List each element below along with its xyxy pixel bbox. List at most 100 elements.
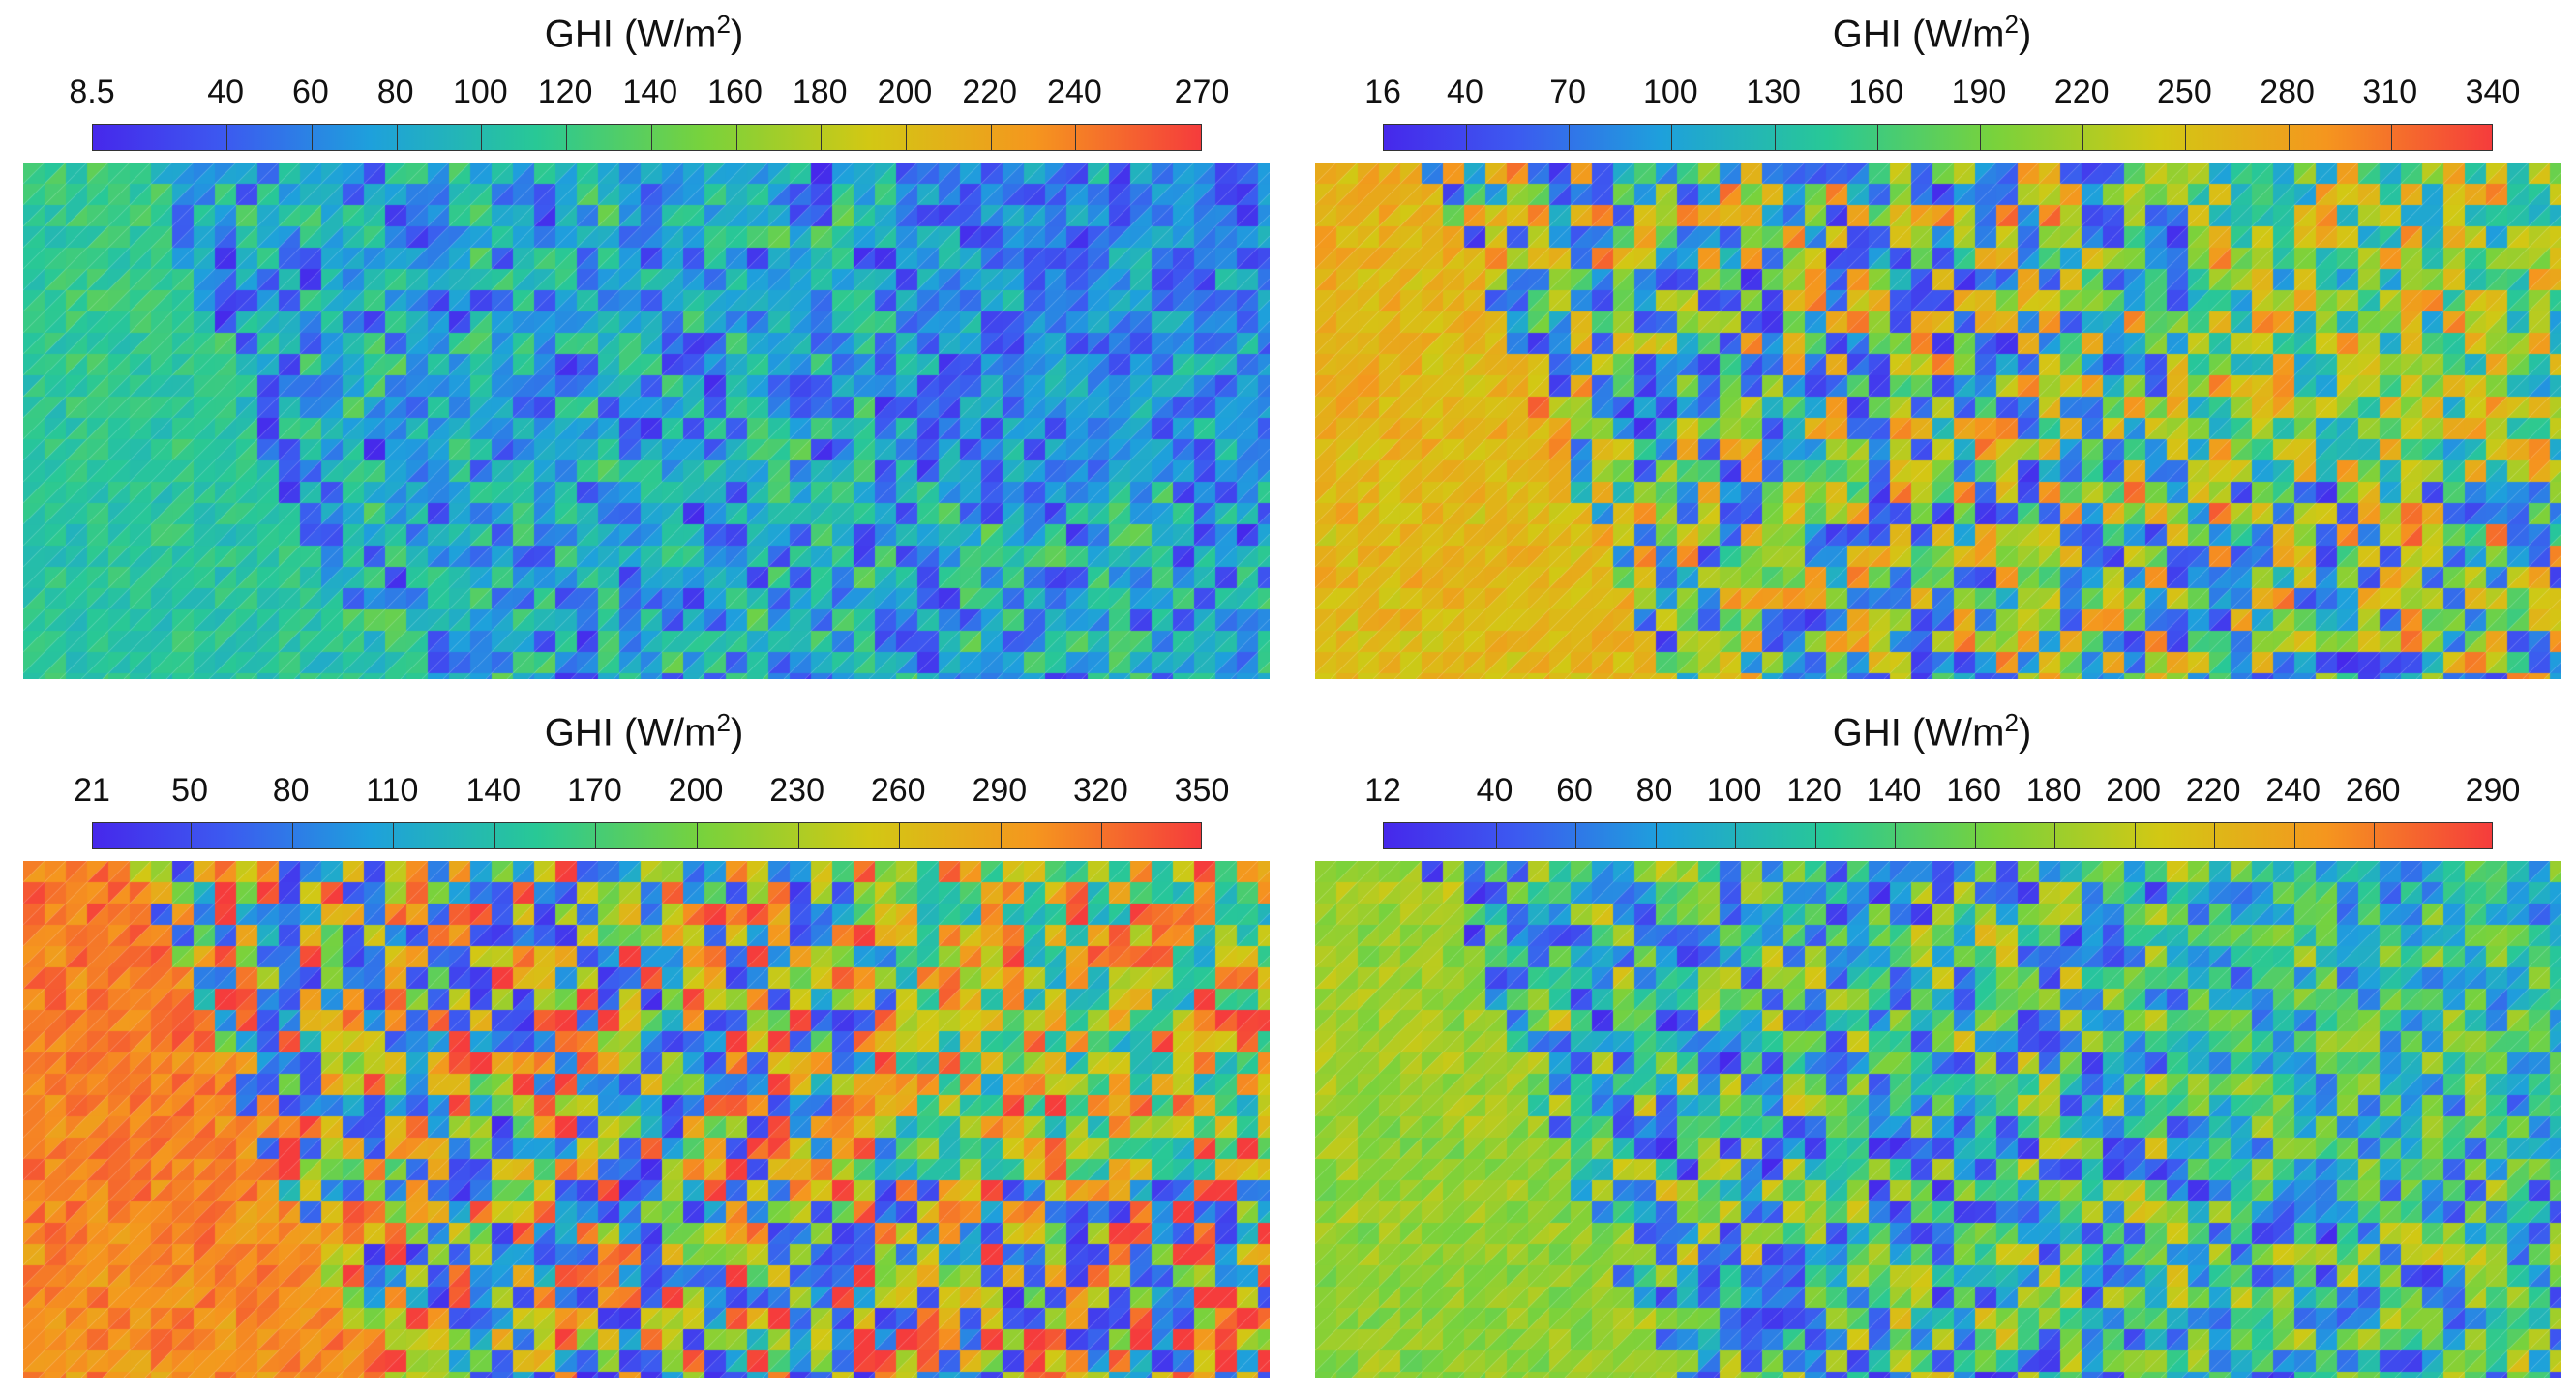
colorbar-tick-mark — [1876, 125, 1878, 150]
colorbar-tick-mark — [2214, 823, 2216, 848]
colorbar-tick-label: 40 — [1447, 74, 1483, 110]
colorbar — [1383, 124, 2493, 151]
colorbar-title-end: ) — [2018, 13, 2032, 56]
colorbar-title-text: GHI (W/m — [1832, 13, 2005, 56]
colorbar-title-sup: 2 — [2004, 708, 2019, 737]
colorbar-title-end: ) — [2018, 711, 2032, 755]
colorbar-tick-labels: 12 40 60 80 100 120 140 160 180 200 220 240 260 290 — [1364, 772, 2520, 811]
colorbar-tick-mark — [2293, 823, 2295, 848]
colorbar-tick-label: 80 — [272, 772, 310, 809]
colorbar — [1383, 822, 2493, 849]
colorbar-tick-mark — [1575, 823, 1577, 848]
colorbar-tick-mark — [2082, 125, 2084, 150]
colorbar-tick-labels: 21 50 80 110 140 170 200 230 260 290 320 350 — [74, 772, 1229, 811]
colorbar-tick-mark — [1075, 125, 1077, 150]
colorbar-title: GHI (W/m2) — [1288, 10, 2576, 56]
ghi-map-image — [1315, 861, 2561, 1378]
colorbar-tick-labels: 16 40 70 100 130 160 190 220 250 280 310 340 — [1364, 74, 2520, 112]
colorbar-tick-label: 80 — [1635, 772, 1673, 809]
colorbar-tick-mark — [1000, 823, 1002, 848]
colorbar-title-text: GHI (W/m — [544, 711, 717, 755]
colorbar-tick-mark — [2134, 823, 2136, 848]
colorbar-tick-label: 50 — [171, 772, 209, 809]
ghi-map-image — [23, 861, 1270, 1378]
colorbar-tick-mark — [1569, 125, 1571, 150]
colorbar-tick-label: 12 — [1364, 772, 1401, 809]
colorbar-tick-label: 140 — [622, 74, 678, 110]
colorbar-tick-label: 16 — [1364, 74, 1401, 110]
colorbar-tick-label: 140 — [1866, 772, 1922, 809]
colorbar-tick-label: 100 — [1706, 772, 1762, 809]
colorbar-tick-label: 8.5 — [69, 74, 115, 110]
colorbar-tick-label: 180 — [792, 74, 848, 110]
colorbar-tick-label: 120 — [1786, 772, 1842, 809]
colorbar-tick-mark — [1774, 125, 1776, 150]
colorbar-tick-mark — [650, 125, 652, 150]
colorbar-tick-label: 220 — [2053, 74, 2110, 110]
colorbar-tick-mark — [905, 125, 907, 150]
colorbar-title-sup: 2 — [716, 708, 731, 737]
ghi-map-image — [1315, 163, 2561, 679]
colorbar-tick-mark — [1101, 823, 1103, 848]
panel-top-right: GHI (W/m2) 16 40 70 100 130 160 190 220 250 280 31… — [1288, 0, 2576, 696]
colorbar-tick-mark — [735, 125, 737, 150]
colorbar-tick-mark — [1974, 823, 1976, 848]
colorbar-tick-label: 80 — [376, 74, 414, 110]
colorbar-tick-label: 130 — [1746, 74, 1801, 110]
colorbar-tick-label: 260 — [2345, 772, 2401, 809]
colorbar-tick-label: 240 — [1047, 74, 1102, 110]
colorbar-tick-mark — [1655, 823, 1657, 848]
colorbar-tick-label: 220 — [2185, 772, 2241, 809]
colorbar-title: GHI (W/m2) — [1288, 708, 2576, 755]
colorbar-title: GHI (W/m2) — [0, 708, 1288, 755]
colorbar-tick-label: 200 — [877, 74, 933, 110]
colorbar-title-sup: 2 — [716, 10, 731, 39]
colorbar-tick-mark — [191, 823, 193, 848]
colorbar-tick-mark — [2185, 125, 2187, 150]
colorbar-tick-mark — [1979, 125, 1981, 150]
colorbar-tick-label: 70 — [1549, 74, 1587, 110]
colorbar-tick-mark — [595, 823, 597, 848]
colorbar-tick-mark — [899, 823, 901, 848]
colorbar-tick-label: 40 — [1476, 772, 1513, 809]
colorbar-tick-mark — [1735, 823, 1737, 848]
panel-bottom-left: GHI (W/m2) 21 50 80 110 140 170 200 230 260 290 32… — [0, 696, 1288, 1393]
colorbar-tick-label: 180 — [2025, 772, 2082, 809]
colorbar-tick-label: 60 — [1556, 772, 1593, 809]
colorbar-tick-mark — [311, 125, 313, 150]
colorbar-title-sup: 2 — [2004, 10, 2019, 39]
panel-top-left: GHI (W/m2) 8.5 40 60 80 100 120 140 160 180 200 22… — [0, 0, 1288, 696]
colorbar-tick-mark — [990, 125, 992, 150]
colorbar-tick-mark — [2054, 823, 2056, 848]
colorbar-tick-label: 220 — [962, 74, 1018, 110]
colorbar-tick-label: 120 — [537, 74, 593, 110]
colorbar-tick-label: 340 — [2465, 74, 2521, 110]
colorbar-tick-mark — [393, 823, 395, 848]
colorbar-tick-label: 260 — [870, 772, 926, 809]
colorbar-tick-mark — [1495, 823, 1497, 848]
colorbar-tick-mark — [2390, 125, 2392, 150]
colorbar-tick-mark — [2288, 125, 2290, 150]
colorbar-tick-label: 200 — [668, 772, 724, 809]
colorbar-title-text: GHI (W/m — [544, 13, 717, 56]
colorbar-title-end: ) — [730, 711, 744, 755]
colorbar-tick-mark — [494, 823, 495, 848]
colorbar-title-end: ) — [730, 13, 744, 56]
colorbar-tick-mark — [1465, 125, 1467, 150]
colorbar-tick-label: 230 — [769, 772, 825, 809]
colorbar-tick-label: 240 — [2265, 772, 2321, 809]
colorbar-tick-mark — [821, 125, 823, 150]
colorbar-tick-label: 290 — [2465, 772, 2521, 809]
colorbar-tick-mark — [797, 823, 799, 848]
colorbar — [92, 822, 1202, 849]
colorbar-tick-label: 21 — [74, 772, 110, 809]
ghi-map-image — [23, 163, 1270, 679]
colorbar-tick-label: 100 — [452, 74, 508, 110]
colorbar-title-text: GHI (W/m — [1832, 711, 2005, 755]
colorbar-tick-label: 60 — [291, 74, 329, 110]
colorbar-tick-label: 140 — [465, 772, 522, 809]
colorbar-tick-mark — [481, 125, 483, 150]
colorbar-tick-label: 40 — [207, 74, 245, 110]
colorbar-tick-label: 170 — [567, 772, 622, 809]
colorbar-tick-label: 250 — [2157, 74, 2212, 110]
